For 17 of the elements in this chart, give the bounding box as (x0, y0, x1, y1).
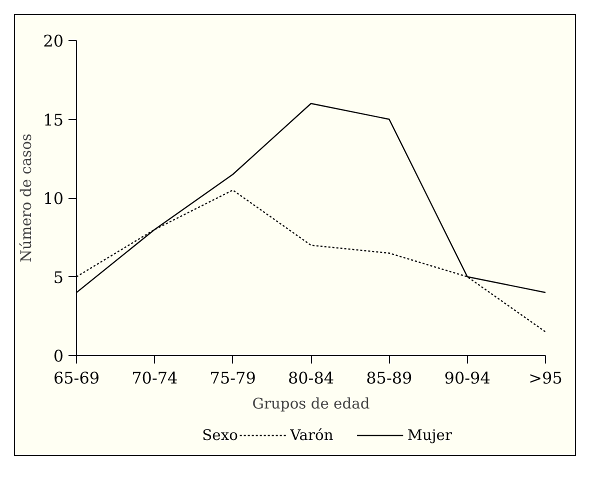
x-tick-label: >95 (528, 368, 562, 388)
x-tick-label: 85-89 (366, 368, 412, 388)
y-axis-title: Número de casos (18, 134, 36, 262)
x-tick-label: 70-74 (132, 368, 178, 388)
x-tick-label: 75-79 (210, 368, 256, 388)
x-tick-label: 80-84 (288, 368, 334, 388)
legend-title: Sexo (202, 427, 238, 444)
x-tick-label: 65-69 (53, 368, 100, 388)
x-axis-title: Grupos de edad (252, 396, 370, 412)
y-tick-label: 5 (53, 268, 64, 287)
legend-label: Mujer (407, 427, 452, 444)
y-tick-label: 20 (43, 32, 64, 50)
x-tick-label: 90-94 (444, 368, 490, 388)
legend-label: Varón (289, 427, 334, 444)
y-tick-label: 10 (43, 189, 64, 208)
y-tick-label: 15 (43, 110, 64, 130)
y-tick-label: 0 (53, 346, 64, 366)
